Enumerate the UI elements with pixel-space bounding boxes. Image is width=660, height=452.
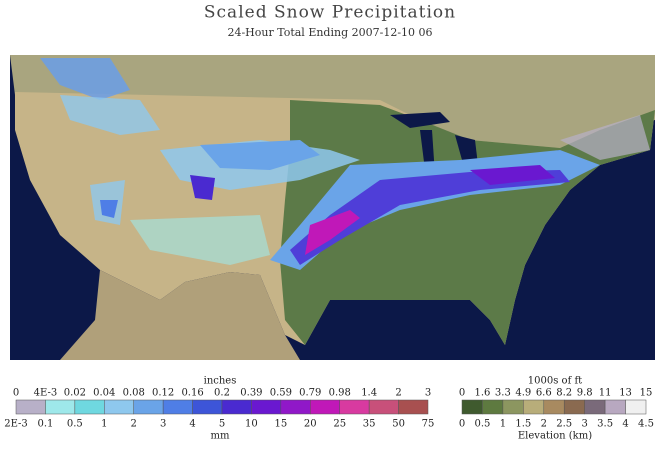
bottom-label: 0.5 bbox=[67, 419, 83, 430]
swatch bbox=[15, 399, 46, 415]
bottom-label: 15 bbox=[274, 419, 287, 430]
top-label: 0.12 bbox=[152, 388, 174, 399]
swatch bbox=[251, 399, 282, 415]
bottom-label: 1 bbox=[500, 419, 506, 430]
bottom-label: 5 bbox=[219, 419, 225, 430]
swatch bbox=[368, 399, 399, 415]
top-label: 11 bbox=[599, 388, 612, 399]
top-label: 1.6 bbox=[474, 388, 490, 399]
elev-bottom-title: Elevation (km) bbox=[518, 431, 592, 442]
swatch bbox=[74, 399, 105, 415]
swatch bbox=[133, 399, 164, 415]
top-label: 0.16 bbox=[181, 388, 203, 399]
swatch bbox=[104, 399, 134, 415]
swatch bbox=[339, 399, 370, 415]
precip-top-title: inches bbox=[204, 376, 237, 387]
swatch bbox=[461, 399, 483, 415]
bottom-label: 2 bbox=[541, 419, 547, 430]
bottom-label: 1 bbox=[101, 419, 107, 430]
elev-top-title: 1000s of ft bbox=[528, 376, 582, 387]
bottom-label: 4.5 bbox=[638, 419, 654, 430]
bottom-label: 10 bbox=[245, 419, 258, 430]
bottom-label: 35 bbox=[363, 419, 376, 430]
bottom-label: 20 bbox=[304, 419, 317, 430]
top-label: 2 bbox=[395, 388, 401, 399]
swatch bbox=[192, 399, 223, 415]
top-label: 6.6 bbox=[536, 388, 552, 399]
top-label: 3.3 bbox=[495, 388, 511, 399]
swatch bbox=[398, 399, 429, 415]
top-label: 9.8 bbox=[577, 388, 593, 399]
bottom-label: 4 bbox=[189, 419, 195, 430]
top-label: 0.79 bbox=[299, 388, 321, 399]
swatch bbox=[45, 399, 76, 415]
bottom-label: 1.5 bbox=[515, 419, 531, 430]
title: Scaled Snow Precipitation bbox=[204, 3, 456, 23]
top-label: 0.39 bbox=[240, 388, 262, 399]
swatch bbox=[604, 399, 626, 415]
swatch bbox=[523, 399, 545, 415]
top-label: 4E-3 bbox=[34, 388, 58, 399]
top-label: 0.02 bbox=[64, 388, 86, 399]
bottom-label: 3 bbox=[581, 419, 587, 430]
bottom-label: 3.5 bbox=[597, 419, 613, 430]
bottom-label: 0.5 bbox=[474, 419, 490, 430]
swatch bbox=[162, 399, 193, 415]
swatch bbox=[221, 399, 252, 415]
top-label: 3 bbox=[425, 388, 431, 399]
top-label: 0.04 bbox=[93, 388, 115, 399]
top-label: 15 bbox=[640, 388, 653, 399]
top-label: 4.9 bbox=[515, 388, 531, 399]
bottom-label: 75 bbox=[422, 419, 435, 430]
top-label: 0 bbox=[13, 388, 19, 399]
swatch bbox=[502, 399, 524, 415]
bottom-label: 50 bbox=[392, 419, 405, 430]
top-label: 13 bbox=[619, 388, 632, 399]
top-label: 0.59 bbox=[270, 388, 292, 399]
map bbox=[10, 55, 655, 360]
bottom-label: 2 bbox=[131, 419, 137, 430]
top-label: 0.98 bbox=[329, 388, 351, 399]
swatch bbox=[543, 399, 565, 415]
swatch bbox=[625, 399, 647, 415]
top-label: 8.2 bbox=[556, 388, 572, 399]
precip-bottom-title: mm bbox=[211, 431, 230, 442]
bottom-label: 25 bbox=[333, 419, 346, 430]
top-label: 1.4 bbox=[361, 388, 377, 399]
swatch bbox=[310, 399, 340, 415]
top-label: 0.2 bbox=[214, 388, 230, 399]
bottom-label: 2E-3 bbox=[4, 419, 28, 430]
bottom-label: 4 bbox=[622, 419, 628, 430]
swatch bbox=[563, 399, 585, 415]
bottom-label: 2.5 bbox=[556, 419, 572, 430]
swatch bbox=[584, 399, 606, 415]
subtitle: 24-Hour Total Ending 2007-12-10 06 bbox=[227, 26, 432, 39]
top-label: 0.08 bbox=[123, 388, 145, 399]
swatch bbox=[280, 399, 311, 415]
swatch bbox=[482, 399, 504, 415]
bottom-label: 0 bbox=[459, 419, 465, 430]
top-label: 0 bbox=[459, 388, 465, 399]
bottom-label: 0.1 bbox=[37, 419, 53, 430]
bottom-label: 3 bbox=[160, 419, 166, 430]
